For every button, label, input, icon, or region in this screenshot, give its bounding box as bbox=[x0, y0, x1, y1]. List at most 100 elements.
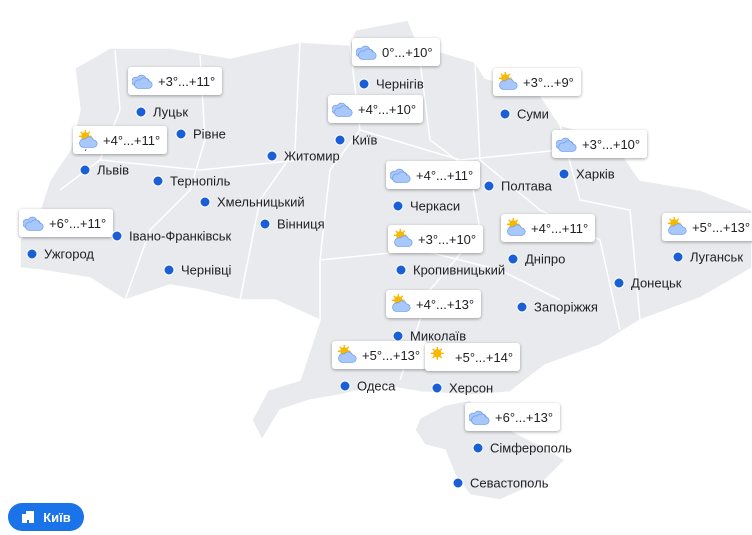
city-dot bbox=[358, 78, 370, 90]
city-name: Харків bbox=[576, 166, 615, 182]
city-dot bbox=[152, 175, 164, 187]
city-dot bbox=[558, 168, 570, 180]
location-button[interactable]: Київ bbox=[8, 503, 84, 531]
temp-range: +3°...+10° bbox=[418, 231, 477, 247]
city-name: Суми bbox=[517, 106, 549, 122]
temp-box[interactable]: +3°...+10° bbox=[388, 225, 484, 253]
temp-box[interactable]: +6°...+13° bbox=[465, 403, 561, 431]
city-dot bbox=[516, 301, 528, 313]
city-name: Вінниця bbox=[277, 216, 325, 232]
temp-box[interactable]: +3°...+11° bbox=[128, 67, 223, 95]
temp-range: +6°...+11° bbox=[49, 215, 107, 231]
weather-icon bbox=[132, 74, 153, 89]
city-dot bbox=[175, 128, 187, 140]
city-dot bbox=[392, 330, 404, 342]
temp-range: +3°...+10° bbox=[582, 136, 641, 152]
temp-box[interactable]: +4°...+13° bbox=[386, 290, 482, 318]
temp-box[interactable]: +3°...+10° bbox=[552, 130, 648, 158]
weather-icon bbox=[393, 228, 413, 247]
weather-icon bbox=[332, 102, 353, 117]
weather-icon bbox=[391, 293, 411, 312]
city-name: Севастополь bbox=[470, 475, 549, 491]
city-dot bbox=[613, 277, 625, 289]
city-name: Черкаси bbox=[410, 198, 461, 214]
temp-range: +4°...+11° bbox=[416, 167, 474, 183]
temp-box[interactable]: +6°...+11° bbox=[19, 209, 114, 237]
city-dot bbox=[395, 264, 407, 276]
weather-icon bbox=[469, 410, 490, 425]
weather-icon bbox=[78, 129, 98, 151]
city-dot bbox=[79, 164, 91, 176]
temp-range: +5°...+13° bbox=[692, 219, 751, 235]
city-dot bbox=[431, 382, 443, 394]
city-dot bbox=[339, 380, 351, 392]
city-name: Хмельницький bbox=[217, 194, 305, 210]
weather-icon bbox=[337, 344, 357, 363]
city-dot bbox=[163, 264, 175, 276]
city-name: Тернопіль bbox=[170, 173, 231, 189]
city-dot bbox=[135, 106, 147, 118]
city-dot bbox=[334, 134, 346, 146]
location-label: Київ bbox=[43, 509, 71, 525]
city-name: Івано-Франківськ bbox=[129, 228, 232, 244]
city-dot bbox=[483, 180, 495, 192]
region-borders bbox=[59, 41, 641, 381]
temp-box[interactable]: +4°...+11° bbox=[73, 126, 168, 154]
temp-box[interactable]: 0°...+10° bbox=[352, 38, 440, 66]
weather-icon bbox=[498, 71, 518, 90]
temp-range: +3°...+9° bbox=[523, 74, 574, 90]
temp-box[interactable]: +5°...+14° bbox=[425, 343, 521, 371]
city-dot bbox=[111, 230, 123, 242]
city-dot bbox=[472, 442, 484, 454]
city-name: Сімферополь bbox=[490, 440, 572, 456]
city-dot bbox=[507, 253, 519, 265]
weather-icon bbox=[23, 216, 44, 231]
city-name: Київ bbox=[352, 132, 378, 148]
city-name: Чернігів bbox=[376, 76, 424, 92]
weather-icon bbox=[506, 217, 526, 236]
city-name: Ужгород bbox=[44, 246, 94, 262]
city-name: Чернівці bbox=[181, 262, 232, 278]
temp-range: +4°...+10° bbox=[358, 101, 417, 117]
temp-box[interactable]: +4°...+11° bbox=[501, 214, 596, 242]
temp-box[interactable]: +5°...+13° bbox=[662, 213, 752, 241]
city-dot bbox=[452, 477, 464, 489]
building-icon bbox=[22, 511, 35, 523]
weather-icon bbox=[356, 45, 377, 60]
city-name: Львів bbox=[97, 162, 130, 178]
city-dot bbox=[392, 200, 404, 212]
temp-range: +6°...+13° bbox=[495, 409, 554, 425]
weather-icon bbox=[390, 168, 411, 183]
temp-range: +4°...+13° bbox=[416, 296, 475, 312]
city-name: Полтава bbox=[501, 178, 552, 194]
city-name: Житомир bbox=[284, 148, 340, 164]
weather-icon bbox=[430, 346, 444, 360]
city-name: Дніпро bbox=[525, 251, 566, 267]
city-dot bbox=[259, 218, 271, 230]
temp-box[interactable]: +3°...+9° bbox=[493, 68, 581, 96]
city-name: Кропивницький bbox=[413, 262, 506, 278]
temp-range: +5°...+14° bbox=[455, 349, 514, 365]
temp-box[interactable]: +4°...+11° bbox=[386, 161, 481, 189]
city-name: Рівне bbox=[193, 126, 226, 142]
temp-range: +4°...+11° bbox=[531, 220, 589, 236]
temp-box[interactable]: +5°...+13° bbox=[332, 341, 428, 369]
city-name: Одеса bbox=[357, 378, 396, 394]
city-dot bbox=[266, 150, 278, 162]
temp-range: +4°...+11° bbox=[103, 132, 161, 148]
weather-icon bbox=[556, 137, 577, 152]
city-name: Запоріжжя bbox=[534, 299, 598, 315]
temp-box[interactable]: +4°...+10° bbox=[328, 95, 424, 123]
city-dot bbox=[499, 108, 511, 120]
city-name: Миколаїв bbox=[410, 328, 467, 344]
city-dot bbox=[199, 196, 211, 208]
city-name: Херсон bbox=[449, 380, 494, 396]
city-name: Луганськ bbox=[690, 249, 744, 265]
temp-range: +5°...+13° bbox=[362, 347, 421, 363]
city-name: Луцьк bbox=[153, 104, 189, 120]
city-name: Донецьк bbox=[631, 275, 682, 291]
weather-icon bbox=[667, 216, 687, 235]
temp-range: 0°...+10° bbox=[382, 44, 433, 60]
